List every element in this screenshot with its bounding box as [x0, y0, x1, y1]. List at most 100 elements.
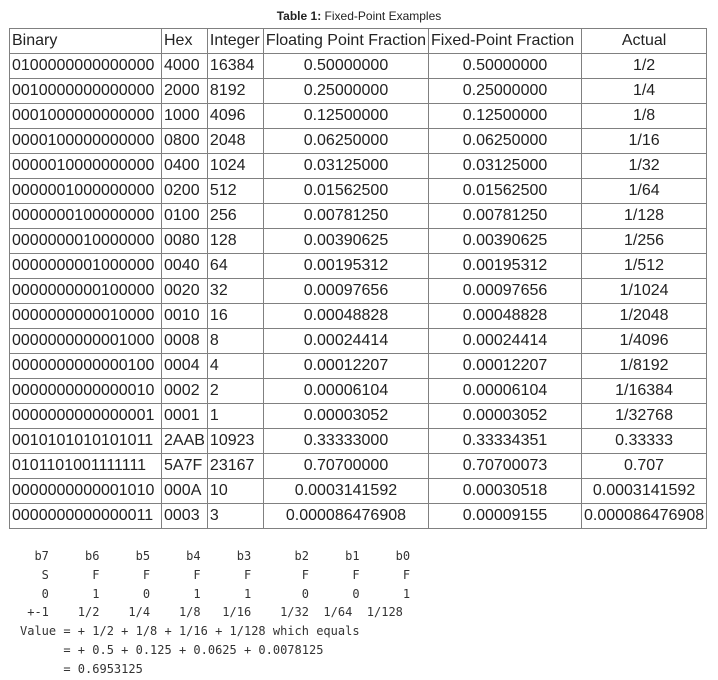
- hex-cell: 0001: [161, 403, 208, 429]
- header-hex: Hex: [161, 28, 208, 54]
- integer-cell: 32: [206, 278, 264, 304]
- fixed-point-fraction-cell: 0.33334351: [428, 428, 582, 454]
- floating-point-fraction-cell: 0.00024414: [262, 328, 430, 354]
- integer-cell: 128: [206, 228, 264, 254]
- hex-cell: 0040: [161, 253, 208, 279]
- binary-cell: 0000000000000011: [9, 503, 162, 529]
- floating-point-fraction-cell: 0.06250000: [262, 128, 430, 154]
- table-row: 0000000000010000 0010 16 0.00048828 0.000488…: [9, 303, 708, 329]
- fixed-point-fraction-cell: 0.00048828: [428, 303, 582, 329]
- floating-point-fraction-cell: 0.00390625: [262, 228, 430, 254]
- fixed-point-fraction-cell: 0.06250000: [428, 128, 582, 154]
- floating-point-fraction-cell: 0.00195312: [262, 253, 430, 279]
- actual-cell: 0.0003141592: [580, 478, 708, 504]
- floating-point-fraction-cell: 0.00097656: [262, 278, 430, 304]
- integer-cell: 16384: [206, 53, 264, 79]
- floating-point-fraction-cell: 0.00781250: [262, 203, 430, 229]
- table-row: 0000010000000000 0400 1024 0.03125000 0.0312…: [9, 153, 708, 179]
- integer-cell: 1: [206, 403, 264, 429]
- binary-cell: 0000000000001010: [9, 478, 162, 504]
- integer-cell: 8192: [206, 78, 264, 104]
- table-row: 0010101010101011 2AAB 10923 0.33333000 0.333…: [9, 428, 708, 454]
- binary-cell: 0000000000100000: [9, 278, 162, 304]
- hex-cell: 0100: [161, 203, 208, 229]
- actual-cell: 1/32768: [580, 403, 708, 429]
- floating-point-fraction-cell: 0.50000000: [262, 53, 430, 79]
- fixed-point-fraction-cell: 0.70700073: [428, 453, 582, 479]
- header-binary: Binary: [9, 28, 162, 54]
- table-row: 0000000000000100 0004 4 0.00012207 0.0001220…: [9, 353, 708, 379]
- actual-cell: 1/32: [580, 153, 708, 179]
- integer-cell: 256: [206, 203, 264, 229]
- actual-cell: 0.000086476908: [580, 503, 708, 529]
- fixed-point-fraction-cell: 0.00003052: [428, 403, 582, 429]
- floating-point-fraction-cell: 0.70700000: [262, 453, 430, 479]
- table-row: 0000000100000000 0100 256 0.00781250 0.00781…: [9, 203, 708, 229]
- table-row: 0000000000001000 0008 8 0.00024414 0.0002441…: [9, 328, 708, 354]
- hex-cell: 0010: [161, 303, 208, 329]
- integer-cell: 64: [206, 253, 264, 279]
- actual-cell: 1/64: [580, 178, 708, 204]
- actual-cell: 1/2048: [580, 303, 708, 329]
- table-row: 0101101001111111 5A7F 23167 0.70700000 0.707…: [9, 453, 708, 479]
- fixed-point-fraction-cell: 0.00024414: [428, 328, 582, 354]
- actual-cell: 1/8: [580, 103, 708, 129]
- fixed-point-fraction-cell: 0.00195312: [428, 253, 582, 279]
- actual-cell: 1/512: [580, 253, 708, 279]
- floating-point-fraction-cell: 0.33333000: [262, 428, 430, 454]
- table-row: 0000000000000001 0001 1 0.00003052 0.0000305…: [9, 403, 708, 429]
- hex-cell: 000A: [161, 478, 208, 504]
- caption-text: Fixed-Point Examples: [324, 9, 442, 23]
- table-row: 0000000010000000 0080 128 0.00390625 0.00390…: [9, 228, 708, 254]
- binary-cell: 0010000000000000: [9, 78, 162, 104]
- hex-cell: 0020: [161, 278, 208, 304]
- integer-cell: 23167: [206, 453, 264, 479]
- binary-cell: 0100000000000000: [9, 53, 162, 79]
- hex-cell: 2000: [161, 78, 208, 104]
- bit-value-example: b7 b6 b5 b4 b3 b2 b1 b0 S F F F F F F F …: [20, 547, 410, 679]
- hex-cell: 0008: [161, 328, 208, 354]
- binary-cell: 0000000000000010: [9, 378, 162, 404]
- integer-cell: 2048: [206, 128, 264, 154]
- table-row: 0001000000000000 1000 4096 0.12500000 0.1250…: [9, 103, 708, 129]
- bit-example-line: S F F F F F F F: [20, 567, 411, 582]
- hex-cell: 0800: [161, 128, 208, 154]
- integer-cell: 512: [206, 178, 264, 204]
- integer-cell: 10923: [206, 428, 264, 454]
- header-integer: Integer: [206, 28, 264, 54]
- table-body: 0100000000000000 4000 16384 0.50000000 0.500…: [9, 53, 708, 529]
- hex-cell: 1000: [161, 103, 208, 129]
- actual-cell: 1/1024: [580, 278, 708, 304]
- bit-example-line: = + 0.5 + 0.125 + 0.0625 + 0.0078125: [20, 642, 324, 657]
- floating-point-fraction-cell: 0.000086476908: [262, 503, 430, 529]
- binary-cell: 0000000000010000: [9, 303, 162, 329]
- binary-cell: 0000010000000000: [9, 153, 162, 179]
- actual-cell: 1/4: [580, 78, 708, 104]
- fixed-point-fraction-cell: 0.00030518: [428, 478, 582, 504]
- table-row: 0000000000001010 000A 10 0.0003141592 0.0003…: [9, 478, 708, 504]
- fixed-point-fraction-cell: 0.00097656: [428, 278, 582, 304]
- bit-example-line: +-1 1/2 1/4 1/8 1/16 1/32 1/64 1/128: [20, 605, 403, 620]
- floating-point-fraction-cell: 0.12500000: [262, 103, 430, 129]
- binary-cell: 0010101010101011: [9, 428, 162, 454]
- binary-cell: 0101101001111111: [9, 453, 162, 479]
- hex-cell: 0200: [161, 178, 208, 204]
- fixed-point-fraction-cell: 0.12500000: [428, 103, 582, 129]
- header-floating-point-fraction: Floating Point Fraction: [262, 28, 430, 54]
- floating-point-fraction-cell: 0.00012207: [262, 353, 430, 379]
- floating-point-fraction-cell: 0.01562500: [262, 178, 430, 204]
- binary-cell: 0000000010000000: [9, 228, 162, 254]
- table-row: 0000001000000000 0200 512 0.01562500 0.01562…: [9, 178, 708, 204]
- actual-cell: 0.707: [580, 453, 708, 479]
- actual-cell: 1/256: [580, 228, 708, 254]
- binary-cell: 0001000000000000: [9, 103, 162, 129]
- fixed-point-fraction-cell: 0.00390625: [428, 228, 582, 254]
- hex-cell: 5A7F: [161, 453, 208, 479]
- binary-cell: 0000000100000000: [9, 203, 162, 229]
- header-fixed-point-fraction: Fixed-Point Fraction: [428, 28, 582, 54]
- bit-example-line: 0 1 0 1 1 0 0 1: [20, 586, 411, 601]
- bit-example-line: Value = + 1/2 + 1/8 + 1/16 + 1/128 which…: [20, 624, 360, 639]
- table-row: 0100000000000000 4000 16384 0.50000000 0.500…: [9, 53, 708, 79]
- table-row: 0000000000000010 0002 2 0.00006104 0.0000610…: [9, 378, 708, 404]
- actual-cell: 1/128: [580, 203, 708, 229]
